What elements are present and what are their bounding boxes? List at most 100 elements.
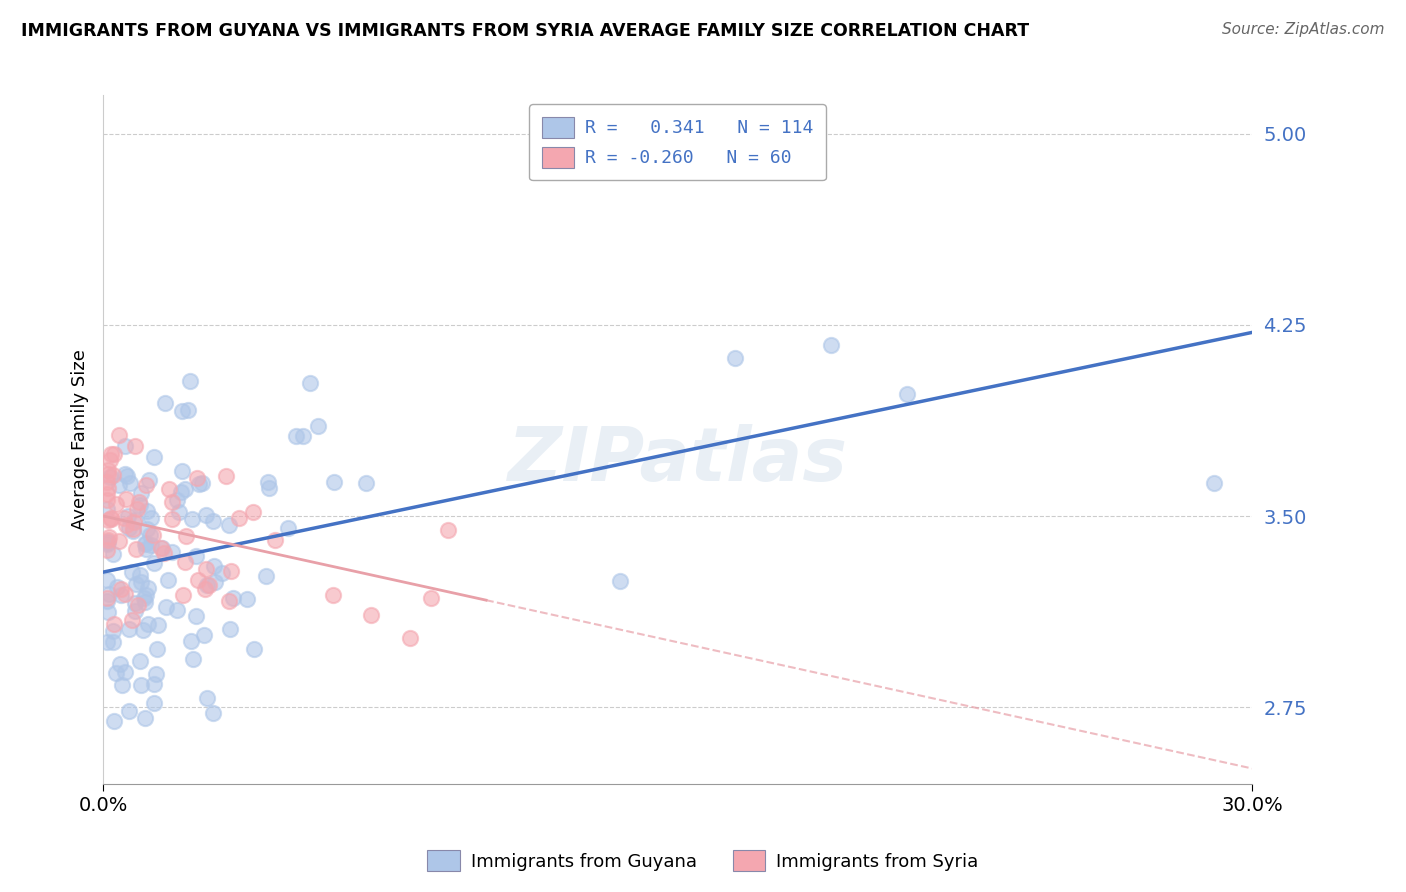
Point [97, 481, 120, 495]
Point [108, 534, 131, 549]
Point [174, 528, 197, 542]
Point [136, 503, 159, 517]
Text: IMMIGRANTS FROM GUYANA VS IMMIGRANTS FROM SYRIA AVERAGE FAMILY SIZE CORRELATION : IMMIGRANTS FROM GUYANA VS IMMIGRANTS FRO… [21, 22, 1029, 40]
Point [186, 608, 208, 623]
Point [177, 403, 200, 417]
Point [169, 505, 191, 519]
Point [146, 642, 169, 657]
Point [134, 711, 156, 725]
Point [180, 634, 202, 648]
Point [181, 651, 204, 665]
Point [136, 617, 159, 632]
Point [142, 528, 165, 542]
Point [120, 476, 142, 491]
Point [114, 665, 136, 679]
Point [398, 632, 420, 646]
Point [97, 530, 120, 544]
Point [136, 581, 159, 595]
Point [180, 512, 202, 526]
Text: Source: ZipAtlas.com: Source: ZipAtlas.com [1222, 22, 1385, 37]
Point [323, 475, 346, 489]
Point [194, 582, 217, 596]
Point [194, 508, 217, 522]
Point [103, 448, 125, 462]
Point [264, 533, 287, 547]
Point [135, 588, 157, 602]
Point [166, 603, 188, 617]
Point [108, 428, 131, 442]
Point [170, 404, 193, 418]
Point [122, 516, 145, 530]
Point [124, 596, 146, 610]
Point [135, 541, 157, 556]
Point [201, 514, 224, 528]
Point [96, 543, 118, 558]
Point [195, 690, 218, 705]
Point [194, 561, 217, 575]
Point [96, 467, 118, 481]
Point [115, 469, 138, 483]
Point [187, 477, 209, 491]
Point [103, 634, 125, 648]
Point [124, 604, 146, 618]
Point [204, 574, 226, 589]
Point [160, 512, 183, 526]
Point [105, 580, 128, 594]
Point [96, 594, 118, 608]
Point [146, 618, 169, 632]
Point [322, 588, 344, 602]
Point [277, 521, 299, 535]
Point [101, 468, 124, 483]
Point [110, 582, 132, 596]
Point [97, 606, 120, 620]
Point [169, 484, 191, 499]
Point [354, 475, 377, 490]
Point [724, 351, 747, 365]
Point [143, 556, 166, 570]
Point [100, 512, 122, 526]
Point [127, 502, 149, 516]
Point [104, 497, 127, 511]
Point [122, 524, 145, 538]
Point [97, 513, 120, 527]
Point [110, 588, 132, 602]
Point [162, 495, 184, 509]
Point [112, 510, 135, 524]
Point [114, 467, 136, 482]
Point [97, 533, 120, 547]
Point [155, 600, 177, 615]
Point [124, 513, 146, 527]
Point [96, 537, 118, 551]
Point [179, 374, 201, 388]
Point [292, 429, 315, 443]
Point [143, 450, 166, 465]
Point [129, 499, 152, 513]
Point [131, 678, 153, 692]
Point [218, 517, 240, 532]
Point [114, 587, 136, 601]
Point [150, 541, 173, 555]
Point [153, 396, 176, 410]
Point [186, 549, 208, 563]
Point [201, 706, 224, 720]
Legend: R =   0.341   N = 114, R = -0.260   N = 60: R = 0.341 N = 114, R = -0.260 N = 60 [529, 104, 827, 180]
Point [285, 428, 308, 442]
Point [139, 510, 162, 524]
Point [215, 469, 238, 483]
Point [103, 617, 125, 632]
Point [218, 594, 240, 608]
Point [162, 545, 184, 559]
Point [114, 518, 136, 533]
Point [96, 574, 118, 588]
Point [100, 447, 122, 461]
Point [820, 338, 842, 352]
Point [96, 502, 118, 516]
Point [108, 657, 131, 672]
Point [211, 566, 233, 580]
Point [157, 482, 180, 496]
Text: ZIPatlas: ZIPatlas [508, 424, 848, 497]
Point [103, 714, 125, 728]
Point [110, 678, 132, 692]
Y-axis label: Average Family Size: Average Family Size [72, 349, 89, 530]
Point [100, 511, 122, 525]
